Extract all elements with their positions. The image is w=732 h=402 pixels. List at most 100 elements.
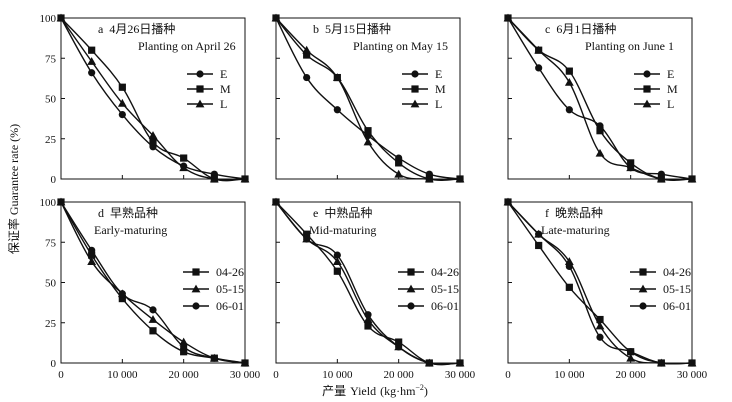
data-point-L-15000 [595, 148, 605, 157]
x-tick-label: 30 000 [677, 369, 708, 381]
data-point-04-26-20000 [395, 338, 403, 346]
data-point-L-0 [56, 13, 66, 22]
legend-label: E [667, 67, 674, 81]
legend-label: 06-01 [216, 299, 244, 313]
data-point-06-01-25000 [425, 359, 433, 367]
data-point-06-01-15000 [364, 311, 372, 319]
legend-item-05-15: 05-15 [183, 282, 244, 296]
data-point-E-5000 [535, 64, 543, 72]
data-point-L-5000 [302, 45, 312, 54]
data-point-06-01-15000 [596, 333, 604, 341]
panel-letter: d [98, 206, 104, 220]
x-tick-label: 10 000 [322, 369, 353, 381]
legend-marker [407, 268, 415, 276]
legend-item-M: M [634, 82, 678, 96]
data-point-L-10000 [117, 98, 127, 107]
data-point-04-26-20000 [180, 348, 188, 356]
panel-title-en: Mid-maturing [309, 223, 376, 237]
x-tick-label: 20 000 [169, 369, 200, 381]
legend-marker [192, 268, 200, 276]
data-point-05-15-15000 [363, 315, 373, 323]
data-point-06-01-5000 [88, 246, 96, 254]
legend-item-06-01: 06-01 [183, 299, 244, 313]
panel-letter: e [313, 206, 318, 220]
legend-label: E [220, 67, 227, 81]
series-06-01 [57, 198, 249, 367]
legend: 04-26 05-15 06-01 [183, 265, 244, 313]
legend-marker [191, 284, 201, 293]
panel-title-en: Planting on April 26 [138, 39, 236, 53]
panel-title-cn: 5月15日播种 [325, 22, 391, 36]
data-point-04-26-15000 [596, 315, 604, 324]
data-point-L-20000 [179, 163, 189, 172]
legend-marker [642, 99, 652, 108]
legend-item-L: L [634, 97, 674, 111]
data-point-06-01-0 [57, 198, 65, 206]
x-tick-label: 20 000 [616, 369, 647, 381]
legend-marker [411, 85, 419, 93]
legend-item-05-15: 05-15 [630, 282, 691, 296]
data-point-06-01-30000 [456, 359, 464, 367]
legend-marker [410, 99, 420, 108]
legend-marker [643, 85, 651, 93]
legend-item-M: M [187, 82, 231, 96]
legend-item-04-26: 04-26 [183, 265, 244, 279]
legend-label: L [220, 97, 227, 111]
data-point-04-26-5000 [535, 241, 543, 250]
data-point-L-25000 [656, 174, 666, 183]
series-L [271, 13, 465, 183]
y-tick-label: 75 [45, 237, 57, 249]
x-axis-title: 产量 Yield (kg·hm−2) [322, 383, 428, 398]
data-point-M-20000 [627, 159, 635, 167]
panel-title-cn: 早熟品种 [110, 205, 158, 220]
series-06-01 [272, 198, 464, 367]
panel-d: 0 25 50 75 100 0 10 000 20 000 30 000 d 早熟品种 Early-… [40, 197, 261, 381]
x-tick-label: 10 000 [107, 369, 138, 381]
y-tick-label: 0 [51, 358, 57, 370]
series-06-01 [504, 198, 696, 367]
panel-title: f 晚熟品种 [545, 205, 603, 220]
panel-c: c 6月1日播种 Planting on June 1 EML [503, 13, 697, 183]
panel-title-cn: 晚熟品种 [555, 205, 603, 220]
data-point-E-10000 [333, 106, 341, 114]
series-L [503, 13, 697, 183]
data-point-L-25000 [209, 174, 219, 183]
data-point-06-01-5000 [535, 230, 543, 238]
x-axis-title-unit-sup: −2 [415, 383, 424, 392]
legend-label: 06-01 [663, 299, 691, 313]
data-point-L-20000 [626, 163, 636, 172]
data-point-06-01-20000 [627, 348, 635, 356]
data-point-M-10000 [118, 83, 126, 91]
legend-marker [196, 85, 204, 93]
data-point-04-26-10000 [565, 283, 573, 291]
legend-marker [192, 302, 200, 310]
data-point-M-15000 [364, 127, 372, 135]
legend-marker [195, 99, 205, 108]
data-point-L-30000 [455, 174, 465, 183]
data-point-L-15000 [148, 131, 158, 139]
legend-item-06-01: 06-01 [630, 299, 691, 313]
data-point-M-20000 [395, 159, 403, 167]
panel-f: 0 10 000 20 000 30 000 f 晚熟品种 Late-maturing 04-… [503, 197, 708, 381]
panel-title: c 6月1日播种 [545, 22, 616, 36]
panel-a: 0 25 50 75 100 a 4月26日播种 Planting on April 26 EM… [40, 13, 250, 186]
x-tick-label: 0 [58, 369, 64, 381]
x-axis-title-cn: 产量 [322, 384, 346, 398]
legend-label: 06-01 [431, 299, 459, 313]
data-point-06-01-10000 [565, 262, 573, 270]
legend-item-L: L [402, 97, 442, 111]
y-tick-label: 25 [45, 134, 57, 146]
legend-marker [406, 284, 416, 293]
y-axis-title: 保证率 Guarantee rate (%) [6, 124, 21, 254]
legend-label: 04-26 [431, 265, 459, 279]
x-tick-label: 30 000 [230, 369, 261, 381]
legend-item-E: E [402, 67, 442, 81]
legend-label: 05-15 [663, 282, 691, 296]
data-point-L-25000 [424, 174, 434, 183]
legend-item-E: E [634, 67, 674, 81]
y-tick-label: 25 [45, 318, 57, 330]
panel-title: a 4月26日播种 [98, 22, 175, 36]
panel-title-cn: 4月26日播种 [109, 22, 175, 36]
data-point-06-01-5000 [303, 235, 311, 243]
